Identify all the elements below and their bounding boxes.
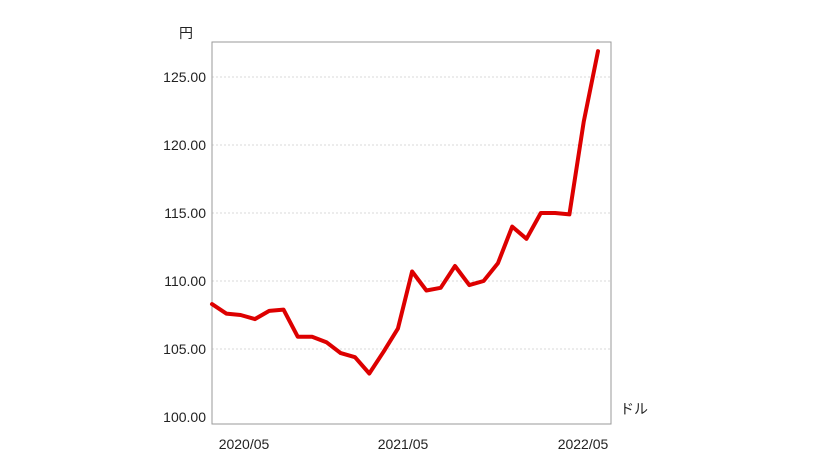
y-axis-tick-labels: 100.00 105.00 110.00 115.00 120.00 125.00 bbox=[163, 69, 206, 425]
y-tick-label: 100.00 bbox=[163, 409, 206, 425]
y-tick-label: 105.00 bbox=[163, 341, 206, 357]
y-tick-label: 115.00 bbox=[164, 205, 206, 221]
usd-jpy-series-line bbox=[210, 49, 600, 376]
x-tick-label: 2020/05 bbox=[219, 436, 270, 452]
y-tick-label: 110.00 bbox=[164, 273, 206, 289]
y-axis-unit-label: 円 bbox=[179, 26, 193, 42]
x-axis-tick-labels: 2020/05 2021/05 2022/05 bbox=[219, 436, 609, 452]
y-tick-label: 125.00 bbox=[163, 69, 206, 85]
y-tick-label: 120.00 bbox=[163, 137, 206, 153]
plot-frame bbox=[211, 41, 612, 425]
x-tick-label: 2022/05 bbox=[558, 436, 609, 452]
x-axis-unit-label: ドル bbox=[620, 402, 648, 418]
x-tick-label: 2021/05 bbox=[378, 436, 429, 452]
